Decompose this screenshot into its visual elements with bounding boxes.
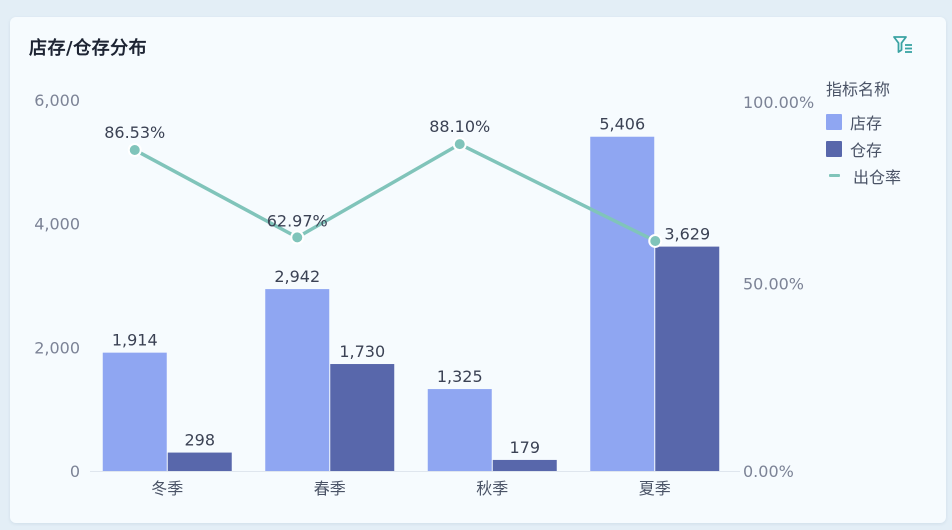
legend-swatch-store <box>826 113 842 130</box>
bar-store <box>590 136 655 471</box>
rate-point <box>452 137 467 152</box>
bar-store <box>265 289 330 471</box>
legend-item-store[interactable]: 店存 <box>826 108 901 135</box>
bar-store <box>427 389 492 471</box>
rate-point-label: 88.10% <box>429 117 490 136</box>
y-left-tick-label: 6,000 <box>34 91 80 110</box>
y-left-tick-label: 0 <box>70 462 80 481</box>
legend-label-warehouse: 仓存 <box>850 140 883 160</box>
legend-label-rate: 出仓率 <box>853 167 902 187</box>
bar-store-label: 1,914 <box>112 331 158 350</box>
y-left-tick-label: 2,000 <box>34 338 80 357</box>
filter-icon[interactable] <box>892 34 914 56</box>
bar-warehouse-label: 179 <box>509 438 540 457</box>
legend-swatch-warehouse <box>826 140 842 157</box>
legend-item-warehouse[interactable]: 仓存 <box>826 135 901 162</box>
bar-store-label: 2,942 <box>274 267 320 286</box>
bar-warehouse-label: 1,730 <box>339 342 385 361</box>
rate-line <box>133 142 657 243</box>
rate-point-label: 62.97% <box>267 211 328 230</box>
bar-warehouse <box>655 246 720 471</box>
bar-warehouse-label: 298 <box>184 431 215 450</box>
y-left-tick-label: 4,000 <box>34 215 80 234</box>
chart-title: 店存/仓存分布 <box>29 38 148 59</box>
legend-title: 指标名称 <box>826 80 891 99</box>
y-right-tick-label: 0.00% <box>743 462 794 481</box>
legend-label-store: 店存 <box>850 113 883 133</box>
legend: 指标名称 店存 仓存 出仓率 <box>826 76 901 189</box>
legend-item-rate[interactable]: 出仓率 <box>826 162 901 189</box>
y-right-tick-label: 100.00% <box>743 93 814 112</box>
rate-point <box>127 142 142 157</box>
legend-swatch-rate <box>829 174 840 177</box>
x-tick-label: 春季 <box>314 479 346 498</box>
bar-warehouse-label: 3,629 <box>664 225 710 244</box>
bar-warehouse <box>330 364 395 471</box>
y-right-tick-label: 50.00% <box>743 275 804 294</box>
rate-point-label: 86.53% <box>104 123 165 142</box>
bar-store-label: 1,325 <box>437 367 483 386</box>
rate-point <box>290 230 305 245</box>
bar-store-label: 5,406 <box>599 115 645 134</box>
x-tick-label: 夏季 <box>639 479 671 498</box>
bar-warehouse <box>492 459 557 471</box>
bar-warehouse <box>167 452 232 471</box>
x-tick-label: 秋季 <box>476 479 508 498</box>
bar-store <box>102 352 167 471</box>
rate-point <box>648 233 663 248</box>
x-tick-label: 冬季 <box>151 479 183 498</box>
